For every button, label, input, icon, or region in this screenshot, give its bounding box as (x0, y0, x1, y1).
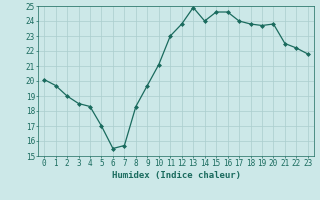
X-axis label: Humidex (Indice chaleur): Humidex (Indice chaleur) (111, 171, 241, 180)
